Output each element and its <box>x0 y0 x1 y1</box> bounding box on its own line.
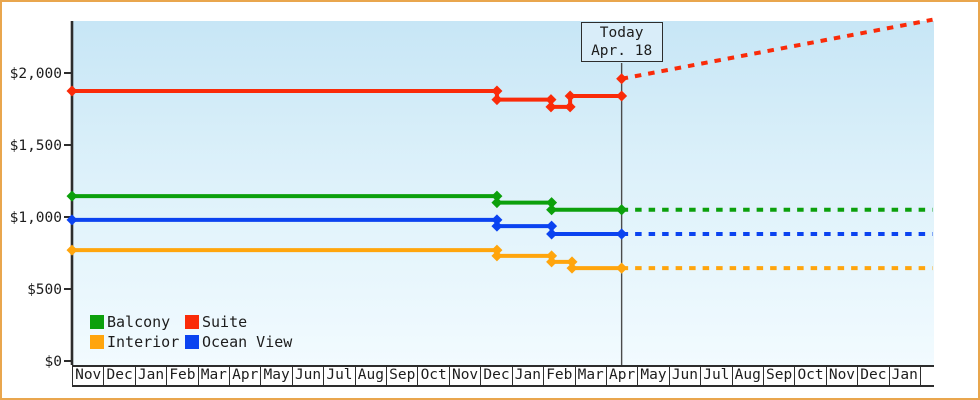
chart-legend: Balcony Suite Interior Ocean View <box>90 312 292 352</box>
data-point-marker <box>616 228 628 240</box>
x-axis-month-label: Apr <box>607 367 639 385</box>
legend-item-balcony: Balcony <box>90 312 185 332</box>
x-axis-month-label: Mar <box>576 367 607 385</box>
x-axis-month-label: Jan <box>136 367 168 385</box>
x-axis-month-label: Nov <box>450 367 482 385</box>
x-axis-month-label: Jan <box>890 367 921 385</box>
balcony-series-line <box>72 194 622 212</box>
data-point-marker <box>491 250 503 262</box>
suite-forecast-line <box>621 17 933 81</box>
x-axis-month-label: Sep <box>764 367 796 385</box>
data-point-marker <box>546 197 558 209</box>
data-point-marker <box>491 85 503 97</box>
legend-item-suite: Suite <box>185 312 292 332</box>
data-point-marker <box>546 220 558 232</box>
legend-swatch-icon <box>185 315 199 329</box>
legend-label: Balcony <box>107 313 171 331</box>
data-point-marker <box>546 228 558 240</box>
today-date: Apr. 18 <box>591 43 653 59</box>
x-axis-month-label: Feb <box>544 367 576 385</box>
x-axis-month-label: Apr <box>230 367 262 385</box>
x-axis-month-label: May <box>261 367 293 385</box>
x-axis-month-label: Dec <box>481 367 513 385</box>
data-point-marker <box>616 262 628 274</box>
legend-label: Interior <box>107 333 180 351</box>
x-axis-month-label: Oct <box>418 367 450 385</box>
data-point-marker <box>491 220 503 232</box>
data-point-marker <box>564 90 576 102</box>
data-point-marker <box>545 94 557 106</box>
data-point-marker <box>616 204 628 216</box>
data-point-marker <box>66 85 78 97</box>
legend-item-interior: Interior <box>90 332 185 352</box>
data-point-marker <box>546 256 558 268</box>
x-axis-month-label: Sep <box>387 367 419 385</box>
data-point-marker <box>546 204 558 216</box>
y-axis-label: $500 <box>27 282 62 298</box>
data-point-marker <box>566 262 578 274</box>
data-point-marker <box>546 250 558 262</box>
suite-series-line <box>72 89 622 109</box>
ocean-view-series-line <box>72 217 622 236</box>
data-point-marker <box>66 190 78 202</box>
x-axis-empty-cell <box>921 367 934 385</box>
data-point-marker <box>564 101 576 113</box>
y-axis-label: $2,000 <box>10 66 62 82</box>
data-point-marker <box>616 90 628 102</box>
data-point-marker <box>491 214 503 226</box>
x-axis-month-label: Jul <box>701 367 733 385</box>
x-axis-month-label: Aug <box>356 367 388 385</box>
data-point-marker <box>66 214 78 226</box>
x-axis-month-label: May <box>638 367 670 385</box>
y-axis-label: $1,000 <box>10 210 62 226</box>
data-point-marker <box>545 101 557 113</box>
x-axis-month-label: Nov <box>827 367 859 385</box>
y-axis-label: $1,500 <box>10 138 62 154</box>
data-point-marker <box>491 94 503 106</box>
x-axis-month-label: Jun <box>293 367 325 385</box>
x-axis-month-label: Nov <box>73 367 105 385</box>
x-axis-month-label: Dec <box>104 367 136 385</box>
x-axis-month-label: Feb <box>167 367 199 385</box>
x-axis-month-strip: Nov Dec Jan Feb Mar Apr May Jun Jul Aug Sep Oct Nov D… <box>72 365 934 387</box>
x-axis-month-label: Aug <box>733 367 764 385</box>
data-point-marker <box>491 244 503 256</box>
data-point-marker <box>491 190 503 202</box>
legend-label: Suite <box>202 313 248 331</box>
data-point-marker <box>616 73 628 85</box>
x-axis-month-label: Jul <box>324 367 356 385</box>
data-point-marker <box>491 197 503 209</box>
interior-series-line <box>72 248 622 271</box>
x-axis-month-label: Oct <box>795 367 827 385</box>
today-label: Today <box>599 25 644 41</box>
x-axis-month-label: Jan <box>513 367 545 385</box>
x-axis-month-label: Mar <box>199 367 231 385</box>
x-axis-month-label: Jun <box>670 367 702 385</box>
plot-area-background <box>72 21 934 365</box>
legend-swatch-icon <box>185 335 199 349</box>
x-axis-month-label: Dec <box>858 367 890 385</box>
data-point-marker <box>66 244 78 256</box>
legend-item-ocean-view: Ocean View <box>185 332 292 352</box>
legend-swatch-icon <box>90 315 104 329</box>
legend-swatch-icon <box>90 335 104 349</box>
today-annotation-box: Today Apr. 18 <box>580 22 663 62</box>
y-axis-label: $0 <box>45 354 62 370</box>
data-point-marker <box>566 256 578 268</box>
legend-label: Ocean View <box>202 333 293 351</box>
